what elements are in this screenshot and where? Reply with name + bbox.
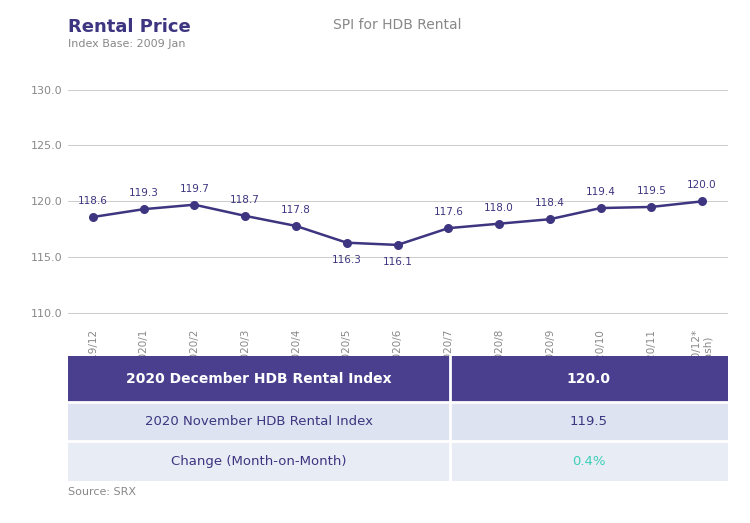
Point [696, 197, 708, 206]
Point [595, 204, 607, 212]
Point [188, 200, 200, 209]
Text: 117.6: 117.6 [433, 207, 464, 217]
Text: 2020 November HDB Rental Index: 2020 November HDB Rental Index [145, 415, 373, 428]
Text: SPI for HDB Rental: SPI for HDB Rental [333, 18, 462, 32]
Text: 119.7: 119.7 [179, 184, 209, 194]
Text: 119.5: 119.5 [570, 415, 608, 428]
Text: 117.8: 117.8 [281, 205, 311, 215]
Point [340, 238, 352, 247]
Text: 2020 December HDB Rental Index: 2020 December HDB Rental Index [126, 372, 392, 385]
Text: 118.7: 118.7 [230, 195, 260, 205]
Point [239, 212, 251, 220]
Point [392, 241, 404, 249]
Text: 120.0: 120.0 [567, 372, 610, 385]
Text: 116.1: 116.1 [382, 257, 412, 267]
Text: 119.5: 119.5 [637, 186, 666, 196]
Point [544, 215, 556, 223]
Point [138, 205, 150, 213]
Text: Rental Price: Rental Price [68, 18, 190, 36]
Text: 118.4: 118.4 [535, 198, 565, 208]
Text: 118.6: 118.6 [78, 196, 108, 206]
Text: 120.0: 120.0 [687, 180, 717, 190]
Text: 119.3: 119.3 [129, 188, 158, 198]
Text: 119.4: 119.4 [586, 187, 616, 197]
Text: 116.3: 116.3 [332, 255, 362, 265]
Point [290, 222, 302, 230]
Text: 118.0: 118.0 [484, 202, 514, 212]
Point [645, 203, 657, 211]
Point [493, 220, 505, 228]
Text: Index Base: 2009 Jan: Index Base: 2009 Jan [68, 39, 185, 49]
Point [87, 213, 99, 221]
Text: 0.4%: 0.4% [572, 455, 605, 468]
Text: Source: SRX: Source: SRX [68, 487, 136, 497]
Point [442, 224, 454, 232]
Text: Change (Month-on-Month): Change (Month-on-Month) [171, 455, 346, 468]
